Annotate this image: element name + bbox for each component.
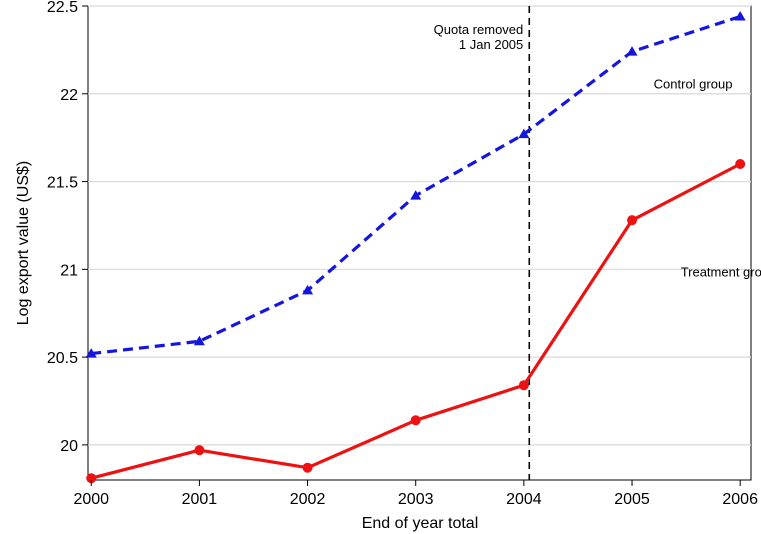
x-tick-label: 2001 [182,491,218,508]
y-tick-label: 22.5 [47,0,78,16]
y-tick-label: 21.5 [47,175,78,192]
axes: 20 20.5 21 21.5 22 22.5 2000 2001 2002 2003 2004 20… [47,0,758,508]
y-tick-label: 22 [60,87,78,104]
x-tick-label: 2002 [290,491,326,508]
treatment-group-point [86,473,97,484]
grid-lines [88,5,751,446]
control-group-point [302,284,314,295]
treatment-group-point [410,415,421,426]
treatment-group-point [194,445,205,456]
plot-area [87,5,752,481]
control-group-point [193,335,205,346]
x-axis-title: End of year total [362,515,479,532]
control-group-point [734,11,746,21]
y-tick-label: 20 [60,438,78,455]
y-tick-label: 20.5 [47,350,78,367]
treatment-group-point [302,462,313,473]
series-label: Control group [654,77,733,92]
quota-removed-label: Quota removed [434,22,524,37]
x-tick-label: 2005 [614,491,650,508]
series-label: Treatment group [681,264,761,279]
x-tick-label: 2000 [73,491,109,508]
x-tick-label: 2004 [506,491,542,508]
control-group-point [518,128,530,139]
x-tick-label: 2003 [398,491,434,508]
control-group-point [626,46,638,56]
control-group-point [85,348,97,358]
annotations: Control group Treatment group [654,77,761,280]
control-group-point [410,190,422,200]
treatment-group-point [518,380,529,391]
treatment-group-point [627,215,638,226]
quota-removed-label: 1 Jan 2005 [459,37,523,52]
y-tick-label: 21 [60,262,78,279]
series-layer [85,11,746,484]
treatment-group-point [735,159,746,169]
y-axis-title: Log export value (US$) [15,161,32,326]
x-tick-label: 2006 [722,491,758,508]
